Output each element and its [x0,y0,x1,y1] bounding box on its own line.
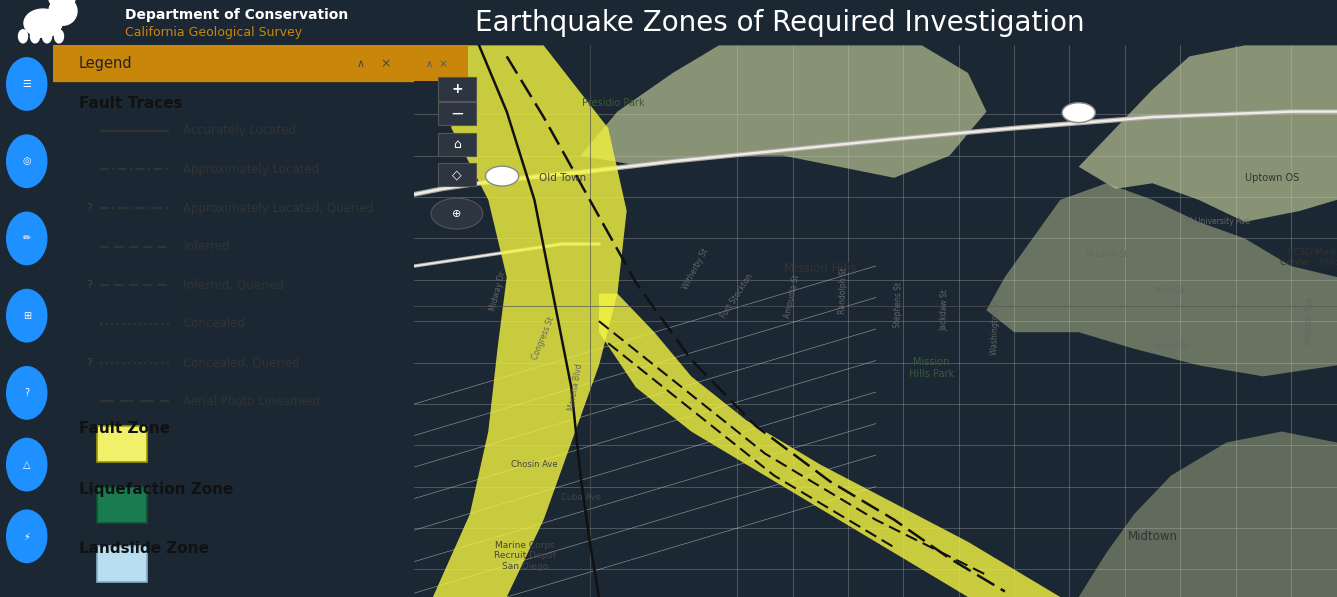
Text: Concealed, Queried: Concealed, Queried [183,356,299,369]
Text: Earthquake Zones of Required Investigation: Earthquake Zones of Required Investigati… [475,9,1084,37]
Ellipse shape [7,135,47,187]
Bar [96,546,147,581]
Ellipse shape [7,290,47,342]
Text: Legend: Legend [79,56,132,71]
Text: ◎: ◎ [23,156,31,166]
Text: Alcatraz Ave: Alcatraz Ave [1304,297,1314,345]
Text: ◇: ◇ [452,168,461,181]
Bar [413,45,468,81]
Text: Landslide Zone: Landslide Zone [79,541,209,556]
Ellipse shape [7,58,47,110]
Polygon shape [1079,45,1337,222]
Text: W University Ave: W University Ave [1185,217,1250,226]
Circle shape [485,166,519,186]
Text: ⊕: ⊕ [452,208,461,219]
Text: Liquefaction Zone: Liquefaction Zone [79,482,233,497]
Text: Inferred, Queried: Inferred, Queried [183,279,285,292]
Polygon shape [599,294,1060,597]
Text: ∧: ∧ [356,59,365,69]
Ellipse shape [24,9,62,37]
Text: △: △ [23,460,31,470]
Text: Uptown OS: Uptown OS [1245,173,1300,183]
Text: Midway Dr: Midway Dr [488,270,507,312]
Text: Congress St: Congress St [531,315,556,361]
Polygon shape [433,45,627,597]
Bar [53,45,414,81]
Text: Sutter St: Sutter St [1154,341,1189,350]
Bar [437,133,476,156]
Text: ☰: ☰ [23,79,31,89]
Polygon shape [580,45,987,178]
Circle shape [63,0,75,5]
Text: ?: ? [24,388,29,398]
Text: Marine Corps
Recruit Depot
San Diego: Marine Corps Recruit Depot San Diego [493,541,556,571]
Ellipse shape [31,30,40,43]
Text: ✏: ✏ [23,233,31,244]
Bar [437,163,476,186]
Text: Cuba Ave: Cuba Ave [560,493,600,502]
Polygon shape [987,183,1337,376]
Bar [96,487,147,522]
Polygon shape [1079,432,1337,597]
Ellipse shape [43,30,52,43]
Text: ⚡: ⚡ [23,531,31,541]
Bar [437,102,476,125]
Text: Randolph St: Randolph St [838,267,849,314]
Text: Washington St: Washington St [991,299,1001,355]
Text: W Lewis St: W Lewis St [1086,251,1127,260]
Text: Mission
Hills Park: Mission Hills Park [909,357,953,379]
Text: Presidio Park: Presidio Park [582,99,644,108]
Ellipse shape [7,367,47,419]
Text: Fort Stockton: Fort Stockton [719,272,755,321]
Circle shape [431,198,483,229]
Text: ?: ? [86,203,92,213]
Text: Department of Conservation: Department of Conservation [124,8,348,22]
Ellipse shape [19,30,28,43]
Text: ?: ? [86,281,92,290]
Ellipse shape [55,30,63,43]
Ellipse shape [7,213,47,264]
Text: Jackdaw St: Jackdaw St [940,289,951,331]
Text: Old Town: Old Town [539,173,586,183]
Text: California Geological Survey: California Geological Survey [124,26,302,39]
Text: Fault Traces: Fault Traces [79,96,182,111]
Text: ×: × [380,57,390,70]
Text: ⌂: ⌂ [453,138,461,150]
Circle shape [49,0,62,5]
Text: Fault Zone: Fault Zone [79,421,170,436]
Text: Mission Hills: Mission Hills [783,262,857,275]
Circle shape [49,0,78,25]
Text: ∧  ×: ∧ × [425,59,447,69]
Text: Concealed: Concealed [183,318,245,331]
Bar [96,426,147,462]
Text: Witherby St: Witherby St [682,247,710,291]
Text: Approximately Located, Queried: Approximately Located, Queried [183,202,374,214]
Text: UCSD Medical
Center - Hillcrest: UCSD Medical Center - Hillcrest [1281,248,1337,267]
Text: Approximately Located: Approximately Located [183,163,320,176]
Text: Stephens St: Stephens St [893,282,904,328]
Text: −: − [451,105,464,123]
Ellipse shape [7,438,47,491]
Text: Bush St: Bush St [1157,287,1186,296]
Text: ⊞: ⊞ [23,310,31,321]
Text: Aerial Photo Lineament: Aerial Photo Lineament [183,395,321,408]
Circle shape [1062,103,1095,122]
Text: Ampudia St: Ampudia St [783,273,802,319]
Text: Morena Blvd: Morena Blvd [567,363,584,412]
Bar [437,78,476,100]
Text: Accurately Located: Accurately Located [183,124,297,137]
Text: Chosin Ave: Chosin Ave [511,460,558,469]
Text: +: + [451,82,463,96]
Ellipse shape [7,510,47,562]
Text: ?: ? [86,358,92,368]
Text: Midtown: Midtown [1127,530,1178,543]
Text: Inferred: Inferred [183,240,230,253]
